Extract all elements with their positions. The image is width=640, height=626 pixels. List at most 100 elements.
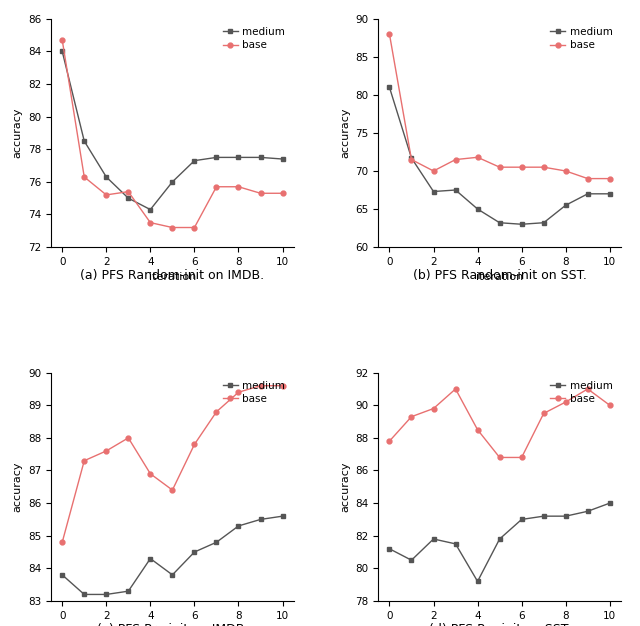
- Legend: medium, base: medium, base: [220, 24, 289, 53]
- medium: [584, 190, 591, 198]
- medium: [408, 557, 415, 564]
- medium: [518, 220, 525, 228]
- medium: [212, 153, 220, 161]
- X-axis label: iteration: iteration: [476, 272, 524, 282]
- base: [562, 398, 570, 406]
- base: [584, 175, 591, 182]
- base: [58, 36, 66, 44]
- medium: [584, 508, 591, 515]
- base: [540, 163, 547, 171]
- medium: [496, 219, 504, 227]
- medium: [452, 187, 460, 194]
- base: [235, 389, 243, 396]
- medium: [385, 545, 393, 553]
- base: [257, 190, 264, 197]
- base: [518, 163, 525, 171]
- medium: [606, 500, 614, 507]
- base: [540, 409, 547, 417]
- Line: medium: medium: [387, 85, 612, 227]
- base: [81, 173, 88, 181]
- base: [102, 447, 110, 454]
- medium: [58, 571, 66, 578]
- base: [191, 223, 198, 231]
- medium: [235, 522, 243, 530]
- medium: [191, 157, 198, 165]
- base: [168, 223, 176, 231]
- medium: [81, 137, 88, 145]
- base: [606, 401, 614, 409]
- Legend: medium, base: medium, base: [547, 378, 616, 408]
- medium: [540, 513, 547, 520]
- medium: [168, 571, 176, 578]
- Line: base: base: [60, 383, 285, 545]
- base: [452, 156, 460, 163]
- Line: base: base: [60, 38, 285, 230]
- base: [408, 413, 415, 421]
- base: [58, 538, 66, 546]
- base: [81, 457, 88, 464]
- base: [429, 167, 437, 175]
- medium: [168, 178, 176, 186]
- medium: [235, 153, 243, 161]
- base: [125, 188, 132, 195]
- Text: (a) PFS Random-init on IMDB.: (a) PFS Random-init on IMDB.: [81, 269, 264, 282]
- medium: [125, 587, 132, 595]
- base: [496, 163, 504, 171]
- Y-axis label: accuracy: accuracy: [13, 108, 22, 158]
- medium: [562, 202, 570, 209]
- base: [125, 434, 132, 441]
- medium: [147, 555, 154, 562]
- medium: [147, 206, 154, 213]
- Legend: medium, base: medium, base: [220, 378, 289, 408]
- medium: [452, 540, 460, 548]
- base: [102, 191, 110, 198]
- medium: [102, 591, 110, 598]
- Line: base: base: [387, 386, 612, 460]
- medium: [562, 513, 570, 520]
- Line: medium: medium: [60, 49, 285, 212]
- base: [385, 30, 393, 38]
- Y-axis label: accuracy: accuracy: [13, 461, 22, 512]
- Line: medium: medium: [387, 501, 612, 584]
- medium: [518, 516, 525, 523]
- medium: [540, 219, 547, 227]
- medium: [429, 535, 437, 543]
- medium: [257, 516, 264, 523]
- base: [429, 405, 437, 413]
- medium: [257, 153, 264, 161]
- base: [518, 454, 525, 461]
- medium: [279, 155, 287, 163]
- medium: [279, 513, 287, 520]
- medium: [474, 578, 481, 585]
- medium: [429, 188, 437, 195]
- medium: [408, 154, 415, 162]
- Y-axis label: accuracy: accuracy: [340, 461, 350, 512]
- Text: (d) PFS Pre-init on SST.: (d) PFS Pre-init on SST.: [429, 623, 571, 626]
- medium: [212, 538, 220, 546]
- base: [168, 486, 176, 494]
- base: [212, 408, 220, 416]
- base: [147, 219, 154, 227]
- medium: [58, 48, 66, 55]
- base: [474, 153, 481, 161]
- base: [191, 441, 198, 448]
- medium: [125, 195, 132, 202]
- base: [235, 183, 243, 190]
- medium: [606, 190, 614, 198]
- base: [562, 167, 570, 175]
- base: [606, 175, 614, 182]
- Legend: medium, base: medium, base: [547, 24, 616, 53]
- Line: medium: medium: [60, 514, 285, 597]
- medium: [474, 205, 481, 213]
- base: [584, 385, 591, 393]
- medium: [191, 548, 198, 556]
- Y-axis label: accuracy: accuracy: [340, 108, 350, 158]
- base: [408, 156, 415, 163]
- base: [212, 183, 220, 190]
- base: [279, 382, 287, 389]
- medium: [102, 173, 110, 181]
- base: [385, 438, 393, 445]
- Text: (b) PFS Random-init on SST.: (b) PFS Random-init on SST.: [413, 269, 586, 282]
- base: [147, 470, 154, 478]
- base: [257, 382, 264, 389]
